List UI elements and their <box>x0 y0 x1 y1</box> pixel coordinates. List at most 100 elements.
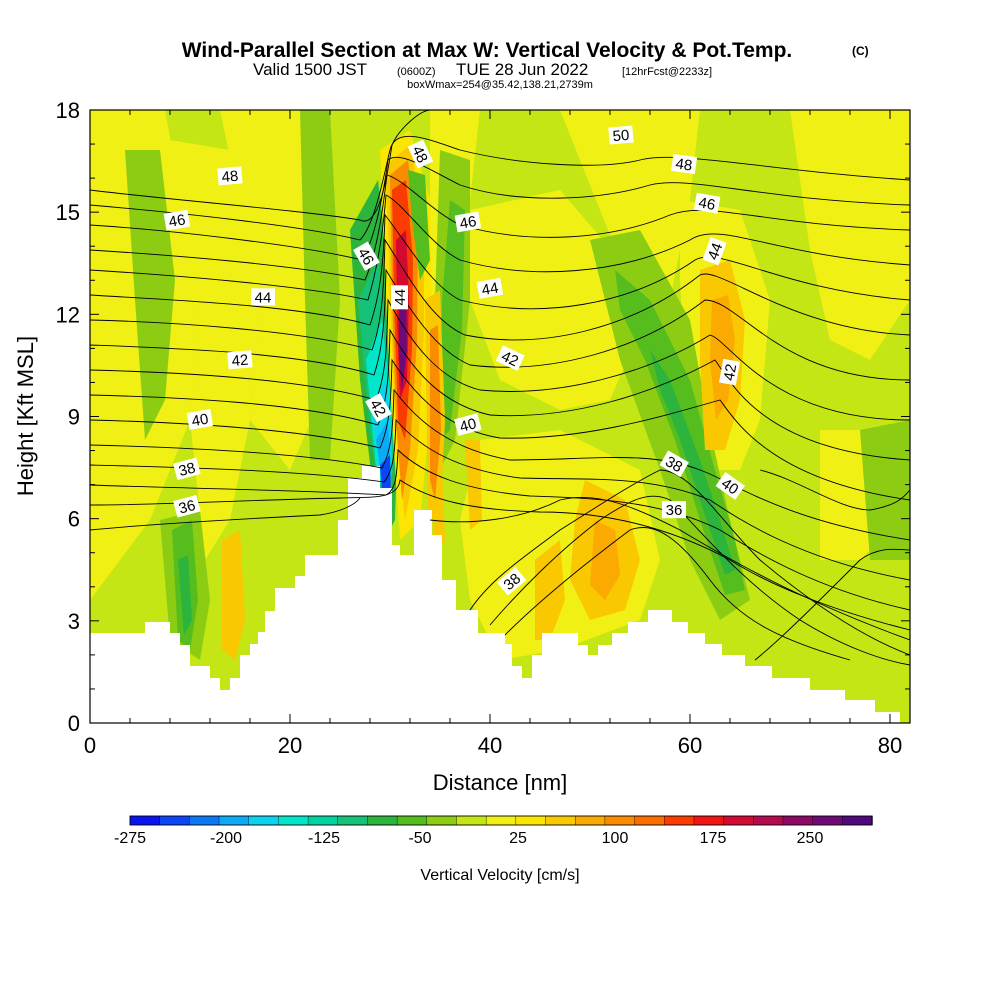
y-tick-label: 3 <box>68 609 80 634</box>
contour-label-text: 44 <box>480 279 499 299</box>
y-tick-label: 9 <box>68 405 80 430</box>
contour-label: 46 <box>454 211 482 233</box>
theta-contour <box>759 469 910 511</box>
box-max-info: boxWmax=254@35.42,138.21,2739m <box>407 79 593 91</box>
green-band <box>300 110 340 460</box>
contour-label: 46 <box>353 241 380 271</box>
theta-contour <box>90 479 910 631</box>
colorbar-cell <box>842 815 873 826</box>
colorbar-cell <box>307 815 339 826</box>
colorbar: -275 -200 -125 -50 25 100 175 250 Vertical Velo… <box>114 815 873 884</box>
contour-label: 48 <box>217 166 243 186</box>
contour-label-text: 50 <box>612 127 630 145</box>
contour-label-text: 46 <box>458 213 477 233</box>
copyright-mark: (C) <box>852 44 869 58</box>
contour-label-text: 42 <box>721 363 741 382</box>
theta-contour <box>90 194 910 301</box>
theta-contour <box>469 469 910 656</box>
green-band <box>125 150 175 440</box>
colorbar-cell <box>456 815 487 826</box>
colorbar-cell <box>189 815 220 826</box>
y-tick-label: 12 <box>56 302 80 327</box>
x-tick-label: 40 <box>478 733 502 758</box>
terrain <box>90 466 900 723</box>
contour-label: 50 <box>608 125 634 145</box>
contour-label-bg <box>251 288 275 306</box>
contour-label-text: 42 <box>499 348 521 370</box>
contour-label-bg <box>719 358 740 386</box>
y-axis-label: Height [Kft MSL] <box>13 336 38 496</box>
contour-label-bg <box>186 408 214 430</box>
contour-label: 46 <box>163 209 191 231</box>
colorbar-tick-label: 100 <box>602 830 629 847</box>
chart-title: Wind-Parallel Section at Max W: Vertical… <box>182 39 793 62</box>
contour-label: 48 <box>671 153 698 175</box>
contour-label: 38 <box>497 567 527 596</box>
colorbar-tick-label: -275 <box>114 830 146 847</box>
y-tick-label: 18 <box>56 98 80 123</box>
yellow-band <box>170 140 260 560</box>
colorbar-cell <box>575 815 606 826</box>
contour-label-text: 38 <box>662 453 685 476</box>
downdraft-core <box>440 200 465 440</box>
contour-label-bg <box>702 236 727 266</box>
contour-label: 36 <box>662 501 686 519</box>
colorbar-cell <box>248 815 280 826</box>
contour-label-text: 40 <box>718 475 741 498</box>
x-tick-label: 20 <box>278 733 302 758</box>
colorbar-tick-label: -125 <box>308 830 340 847</box>
colorbar-cell <box>337 815 369 826</box>
colorbar-title: Vertical Velocity [cm/s] <box>420 867 579 884</box>
x-tick-label: 80 <box>878 733 902 758</box>
colorbar-cell <box>159 815 191 826</box>
downdraft-core <box>178 555 192 635</box>
contour-label-text: 48 <box>674 155 693 174</box>
contour-label-text: 44 <box>255 289 272 306</box>
colorbar-cell <box>664 815 695 826</box>
colorbar-cell <box>396 815 428 826</box>
utc-time-text: (0600Z) <box>397 66 436 78</box>
contour-label: 40 <box>715 472 745 500</box>
contour-label-bg <box>454 211 482 233</box>
contour-label-bg <box>476 277 504 299</box>
contour-label: 38 <box>173 457 201 480</box>
colorbar-cell <box>693 815 725 826</box>
contour-label: 44 <box>251 288 275 306</box>
colorbar-cell <box>426 815 458 826</box>
contour-label-text: 42 <box>231 352 249 370</box>
forecast-info-text: [12hrFcst@2233z] <box>622 66 712 78</box>
theta-contour <box>429 496 910 641</box>
colorbar-cell <box>604 815 636 826</box>
contour-label-text: 36 <box>177 497 198 518</box>
secondary-updraft <box>430 325 441 500</box>
theta-contour <box>504 527 851 661</box>
contour-label-text: 38 <box>177 459 198 480</box>
title-block: Wind-Parallel Section at Max W: Vertical… <box>182 39 869 91</box>
colorbar-tick-label: 25 <box>509 830 527 847</box>
updraft-region <box>222 530 245 660</box>
colorbar-cell <box>278 815 309 826</box>
contour-label-bg <box>353 241 380 271</box>
theta-contour <box>90 268 910 381</box>
colorbar-labels: -275 -200 -125 -50 25 100 175 250 <box>114 830 823 847</box>
contour-label-bg <box>227 350 253 370</box>
contour-label-text: 44 <box>392 289 409 306</box>
contour-label-bg <box>495 345 525 371</box>
contour-label-bg <box>497 567 527 596</box>
updraft-region <box>590 520 620 600</box>
y-tick-label: 15 <box>56 200 80 225</box>
contour-label-bg <box>608 125 634 145</box>
contour-label: 40 <box>454 413 482 436</box>
contour-label: 44 <box>702 236 727 266</box>
contour-label-bg <box>163 209 191 231</box>
colorbar-cell <box>782 815 814 826</box>
contour-label: 46 <box>693 192 721 214</box>
valid-time-line: Valid 1500 JST (0600Z) TUE 28 Jun 2022 [… <box>253 60 712 79</box>
colorbar-cell <box>634 815 665 826</box>
contour-label-text: 40 <box>190 411 209 431</box>
colorbar-cell <box>129 815 161 826</box>
updraft-region <box>535 540 565 640</box>
